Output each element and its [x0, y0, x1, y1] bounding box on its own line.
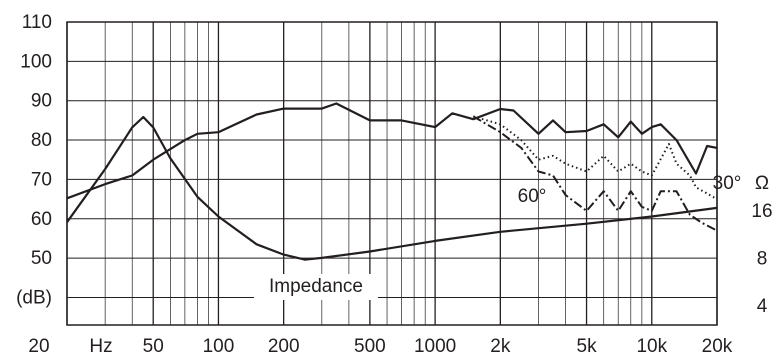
- x-tick-label: 1000: [414, 336, 456, 357]
- series-line: [66, 102, 718, 200]
- y-tick-label: 80: [31, 130, 52, 151]
- x-tick-label: 20: [28, 336, 49, 357]
- y-tick-label: 90: [31, 91, 52, 112]
- x-tick-label: 200: [268, 336, 300, 357]
- series-label: 60°: [518, 186, 547, 207]
- series-label: Impedance: [269, 276, 363, 297]
- y2-tick-label: 4: [757, 296, 768, 317]
- series-label: 30°: [713, 173, 742, 194]
- x-unit: Hz: [89, 336, 112, 357]
- x-tick-label: 500: [354, 336, 386, 357]
- y-tick-label: 60: [31, 209, 52, 230]
- series-line: [473, 115, 718, 200]
- label-bg: [254, 274, 378, 300]
- series-line: [66, 115, 718, 261]
- x-tick-label: 20k: [702, 336, 733, 357]
- x-tick-label: 5k: [577, 336, 598, 357]
- x-tick-label: 50: [143, 336, 164, 357]
- y-tick-label: 70: [31, 169, 52, 190]
- x-tick-label: 10k: [636, 336, 667, 357]
- y-tick-label: (dB): [16, 287, 52, 308]
- y-tick-label: 110: [22, 12, 52, 33]
- x-tick-label: 2k: [490, 336, 511, 357]
- y-tick-label: 100: [20, 51, 52, 72]
- y2-unit: Ω: [755, 173, 769, 194]
- y-tick-label: 50: [31, 248, 52, 269]
- x-tick-label: 100: [203, 336, 235, 357]
- y2-tick-label: 16: [751, 201, 772, 222]
- y2-tick-label: 8: [757, 249, 768, 270]
- plot-frame: [66, 21, 718, 326]
- series-line: [472, 115, 718, 232]
